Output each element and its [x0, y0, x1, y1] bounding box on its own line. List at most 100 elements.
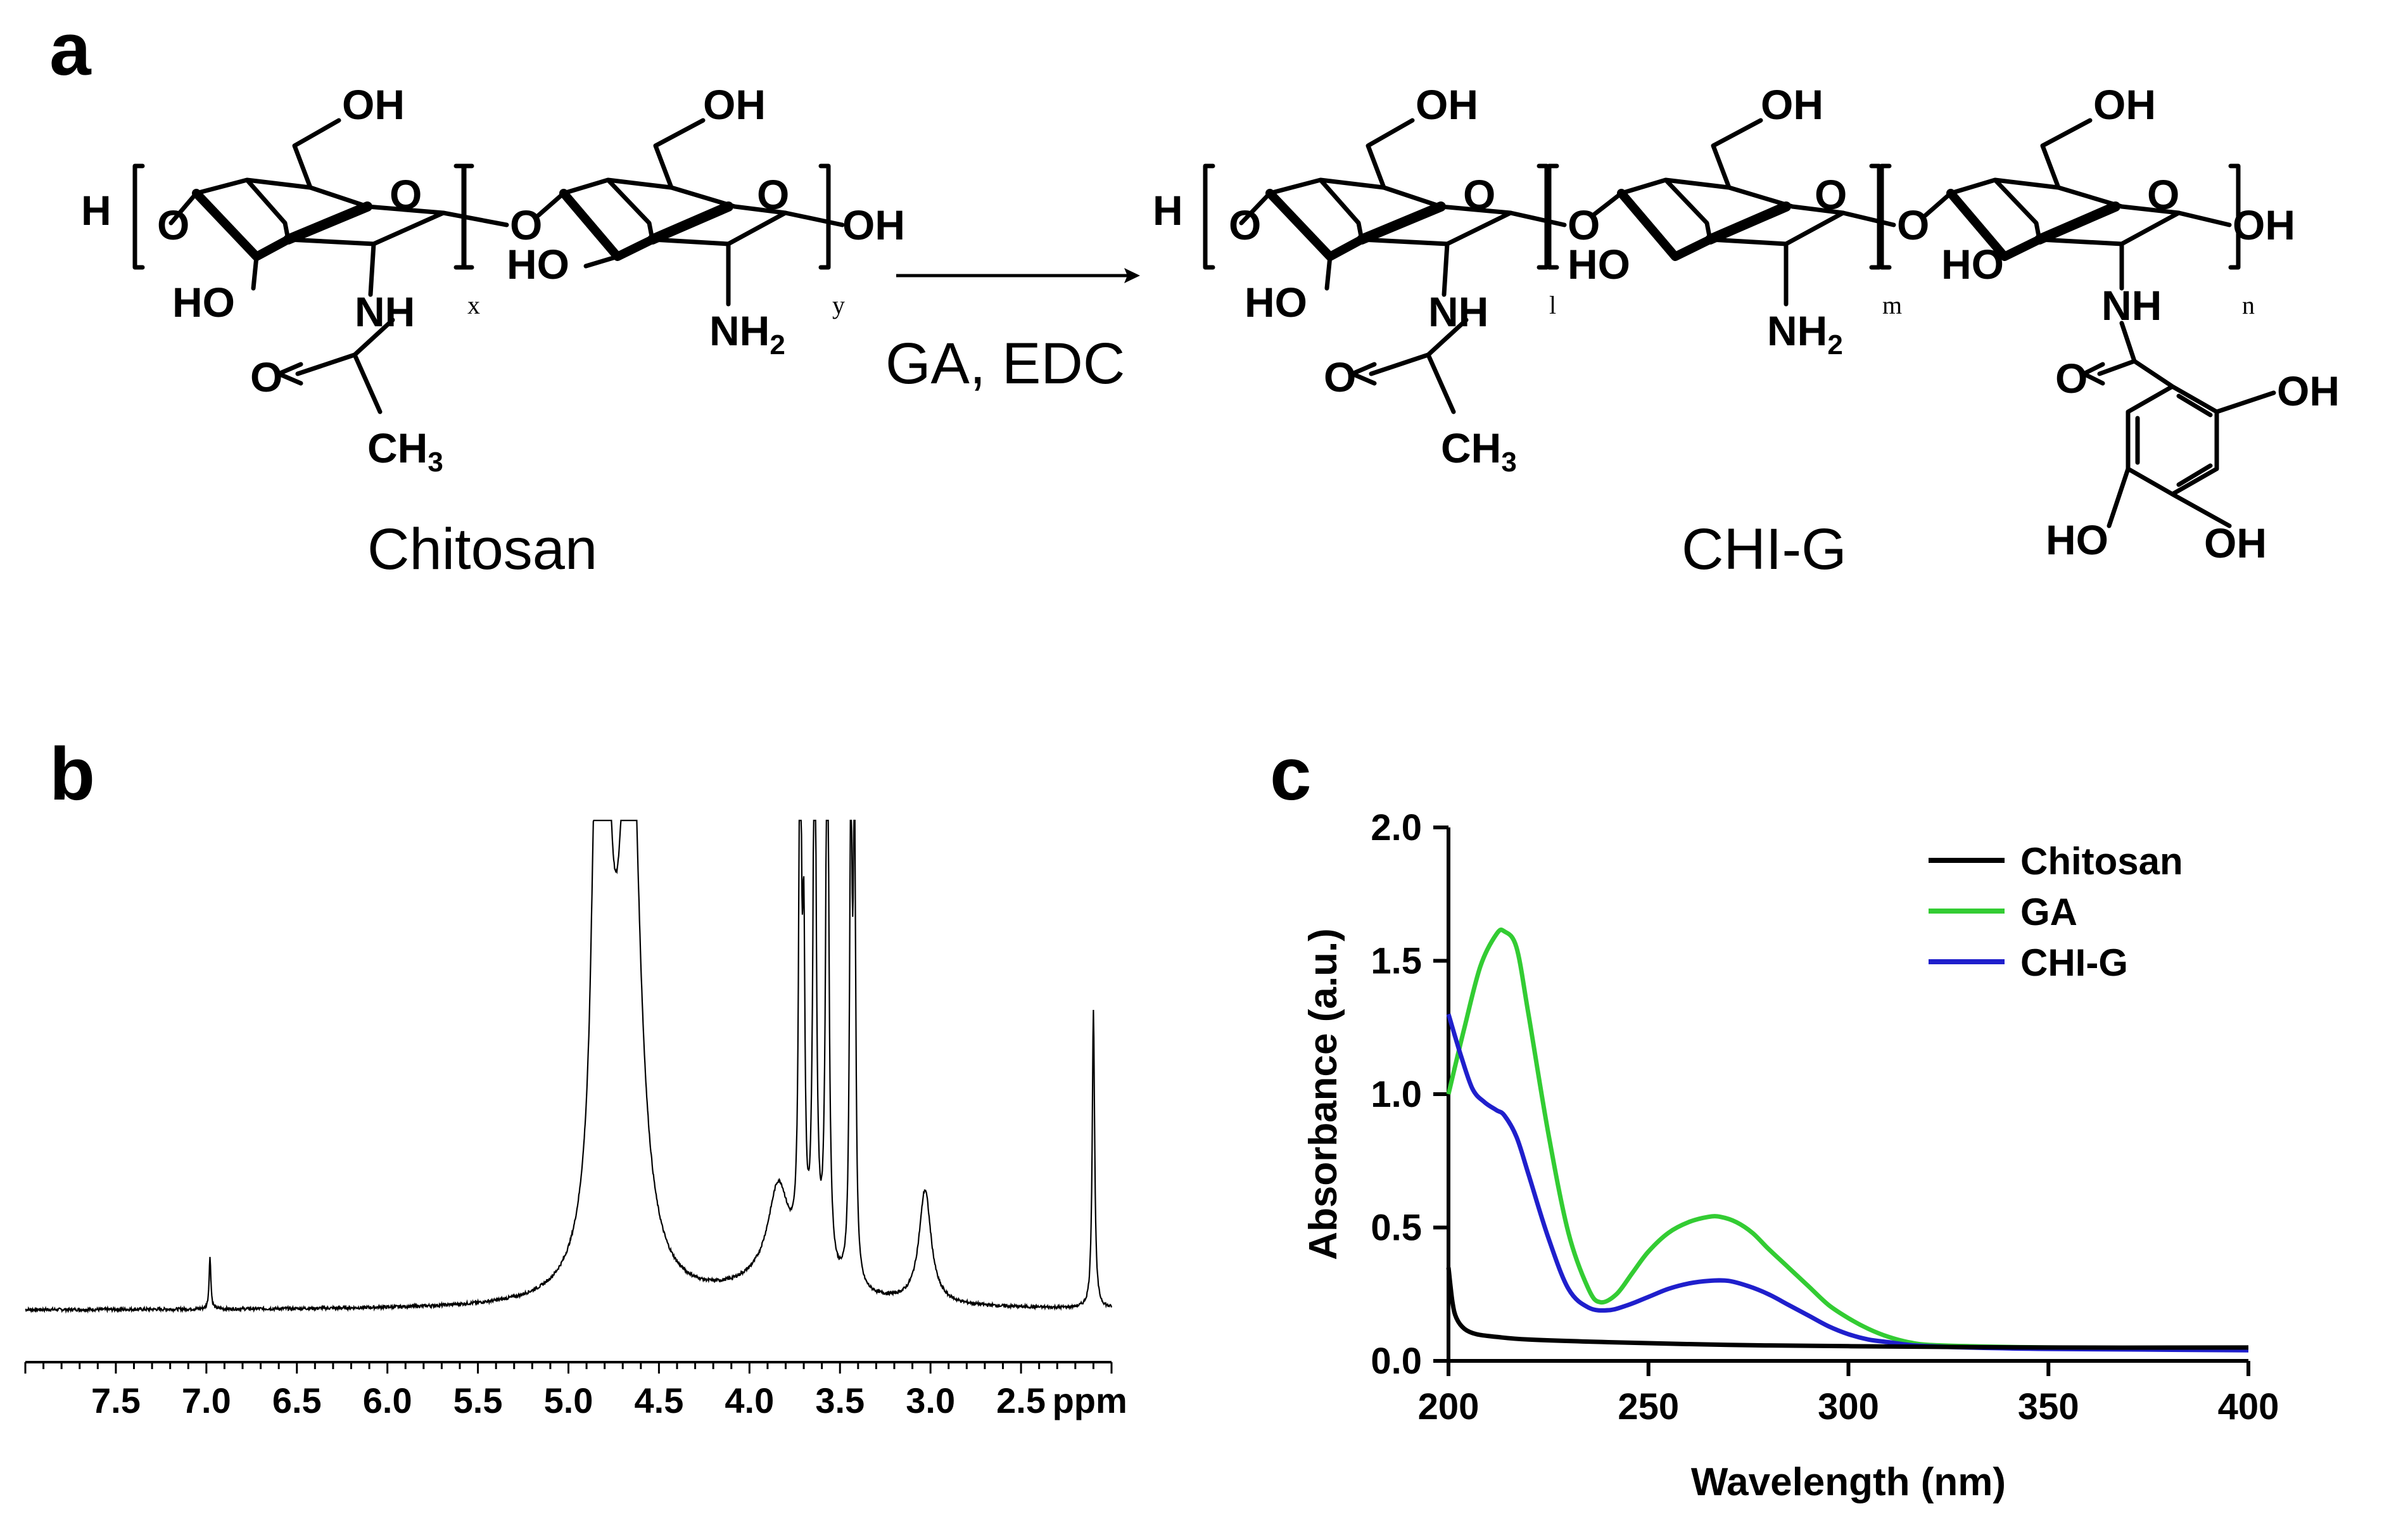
uv-y-axis-label: Absorbance (a.u.): [1302, 928, 1345, 1260]
svg-text:O: O: [1463, 171, 1495, 218]
ring-2-bold-bond: [647, 201, 733, 245]
ring-1-oh-bond: [251, 254, 259, 291]
svg-text:O: O: [1229, 201, 1261, 248]
nmr-plot: 7.5 7.0 6.5 6.0 5.5 5.0 4.5 4.0 3.5 3.0 2.5 ppm: [24, 819, 1127, 1420]
atom-ring-o-2: O: [757, 171, 789, 218]
svg-text:O: O: [1815, 171, 1847, 218]
atom-o-2: O: [510, 201, 542, 248]
panel-a-letter: a: [49, 8, 92, 91]
uv-y-tick-label: 2.0: [1371, 807, 1422, 848]
chig-bracket-open-2: [1547, 163, 1559, 270]
nmr-x-axis-label: ppm: [1053, 1381, 1127, 1420]
ring-2-ch2oh: [653, 118, 706, 190]
uv-y-tick-label: 1.5: [1371, 941, 1422, 982]
bracket-close-2: [818, 163, 831, 270]
chig-atoms: H O OH O HO NH O CH3 O OH O HO NH2 O OH …: [1153, 81, 2340, 566]
atom-nh2-1: NH2: [709, 307, 785, 360]
atom-h-terminal: H: [81, 187, 111, 234]
svg-text:CH3: CH3: [1441, 424, 1517, 478]
uv-x-tick-label: 200: [1418, 1386, 1480, 1427]
panel-c-letter: c: [1270, 732, 1312, 816]
atom-ho-2: HO: [507, 241, 569, 288]
chitosan-structure: [132, 118, 845, 414]
svg-text:HO: HO: [1568, 241, 1630, 288]
svg-text:HO: HO: [1941, 241, 2004, 288]
uv-x-tick-label: 250: [1618, 1386, 1679, 1427]
svg-text:OH: OH: [2233, 201, 2295, 248]
atom-ch3-1: CH3: [367, 424, 443, 478]
gallol-oh-bond-1: [2214, 390, 2276, 414]
uv-legend-label-ga: GA: [2020, 891, 2077, 933]
nmr-tick-label: 3.5: [815, 1381, 865, 1420]
uv-x-tick-label: 400: [2218, 1386, 2279, 1427]
uv-x-tick-label: 350: [2018, 1386, 2079, 1427]
uv-series-line-ga: [1446, 928, 2249, 1351]
svg-text:OH: OH: [1761, 81, 1823, 128]
svg-text:OH: OH: [1416, 81, 1478, 128]
nmr-tick-label: 3.0: [906, 1381, 955, 1420]
uv-legend-label-chitosan: Chitosan: [2020, 840, 2183, 883]
chitosan-subscripts: x y: [467, 291, 845, 319]
gallol-ring: [2126, 359, 2219, 497]
ring-2-o-link: [536, 191, 566, 218]
gallol-oh-bond-2: [2107, 466, 2131, 528]
nmr-tick-label: 4.0: [725, 1381, 774, 1420]
glycosidic-bond-1: [441, 210, 509, 227]
svg-text:l: l: [1549, 291, 1556, 319]
svg-text:HO: HO: [2046, 516, 2108, 563]
atom-ho-1: HO: [172, 279, 235, 326]
chig-bracket-close-1: [1537, 163, 1549, 270]
chitosan-atoms: H O OH O HO NH O CH3 O OH O HO NH2 OH: [81, 81, 905, 478]
ring-1-ch2oh: [292, 118, 341, 190]
uv-y-tick-label: 0.0: [1371, 1341, 1422, 1382]
uv-y-tick-label: 1.0: [1371, 1074, 1422, 1115]
uv-series-line-chitosan: [1446, 1267, 2249, 1350]
svg-text:HO: HO: [1245, 279, 1307, 326]
panel-b-letter: b: [49, 732, 95, 816]
ring-2-ho-bond: [583, 254, 620, 269]
svg-text:m: m: [1882, 291, 1902, 319]
panel-b-nmr-spectrum: b 7.5 7.0 6.5 6.0 5.5 5.0 4.5 4.0 3.5 3.0 2.5 ppm: [24, 732, 1127, 1420]
gallol-oh-bond-3: [2170, 492, 2232, 528]
nmr-tick-label: 6.0: [363, 1381, 412, 1420]
bracket-open-1: [132, 163, 145, 270]
chig-subscripts: l m n: [1549, 291, 2255, 319]
atom-o-1: O: [157, 201, 189, 248]
nmr-tick-label: 5.5: [453, 1381, 503, 1420]
nmr-tick-label: 7.0: [182, 1381, 231, 1420]
gallol-ring-inner: [2135, 393, 2213, 487]
atom-oh-1: OH: [342, 81, 405, 128]
uv-plot: 0.0 0.5 1.0 1.5 2.0 200 250 300 350 400 Wavelength…: [1302, 807, 2279, 1504]
chig-structure: [1203, 118, 2276, 528]
uv-y-tick-label: 0.5: [1371, 1208, 1422, 1249]
subscript-y: y: [832, 291, 845, 319]
uv-x-tick-label: 300: [1818, 1386, 1879, 1427]
atom-nh-1: NH: [355, 288, 415, 335]
svg-text:O: O: [1568, 201, 1600, 248]
svg-text:NH: NH: [1428, 288, 1488, 335]
ring-1-o-link: [168, 191, 199, 226]
svg-text:O: O: [1324, 354, 1356, 400]
nmr-tick-label: 7.5: [91, 1381, 141, 1420]
ring-2-oh-bond: [783, 210, 845, 227]
nmr-tick-label: 2.5: [996, 1381, 1046, 1420]
ring-1-bold-bond: [283, 201, 372, 245]
subscript-x: x: [467, 291, 480, 319]
svg-text:O: O: [2055, 355, 2088, 402]
panel-c-uv-vis-chart: c 0.0 0.5 1.0 1.5 2.0 200 250 300 350 400 Waveleng…: [1270, 732, 2279, 1504]
svg-text:H: H: [1153, 187, 1183, 234]
chig-bracket-close-3: [2228, 163, 2241, 270]
svg-text:OH: OH: [2093, 81, 2156, 128]
svg-text:NH2: NH2: [1767, 307, 1843, 360]
atom-oh-2: OH: [703, 81, 766, 128]
svg-text:OH: OH: [2277, 367, 2340, 414]
uv-legend-label-chi-g: CHI-G: [2020, 941, 2128, 984]
chig-bracket-open-3: [1879, 163, 1892, 270]
svg-text:O: O: [1897, 201, 1929, 248]
nmr-tick-label: 5.0: [544, 1381, 593, 1420]
chig-bracket-open-1: [1203, 163, 1215, 270]
nmr-tick-label: 6.5: [272, 1381, 322, 1420]
atom-o-carbonyl-1: O: [250, 354, 282, 400]
acetyl-ch3-bond: [352, 352, 383, 414]
